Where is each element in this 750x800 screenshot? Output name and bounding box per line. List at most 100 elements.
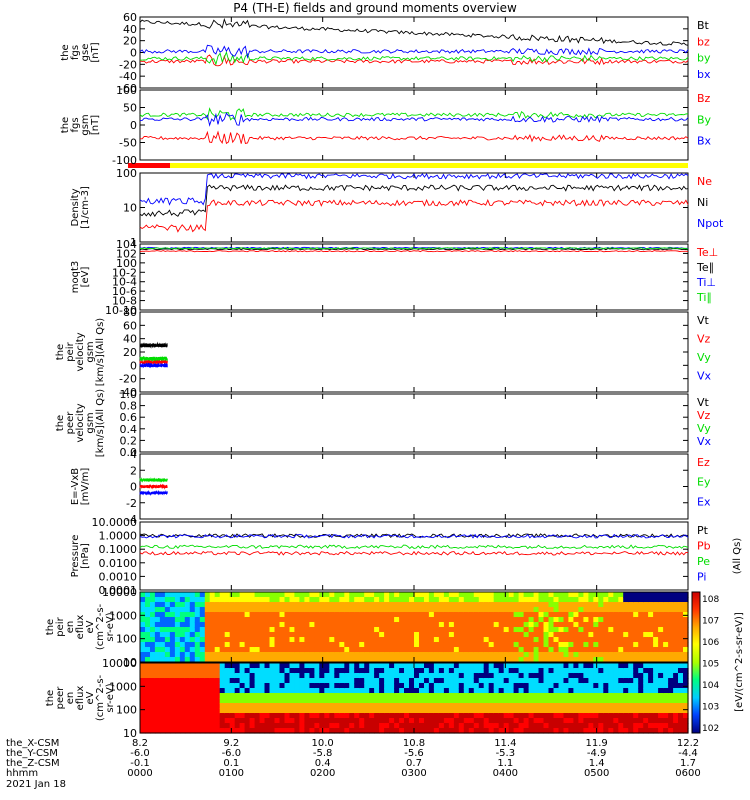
- y-tick-label: 104: [116, 238, 137, 251]
- series-Bx: [139, 112, 689, 127]
- legend-bz: bz: [697, 35, 710, 48]
- mode-bar-yellow: [170, 163, 688, 168]
- y-tick-label: -60: [119, 82, 137, 95]
- y-tick-label: 60: [123, 319, 137, 332]
- y-tick-label: 10: [123, 727, 137, 740]
- y-label-line: velocity: [75, 332, 86, 371]
- series-Ex: [139, 489, 168, 496]
- y-tick-label: 0.2: [120, 434, 138, 447]
- time-tick-label: -0.1: [130, 758, 150, 769]
- y-tick-label: -40: [119, 70, 137, 83]
- time-tick-label: 0500: [584, 768, 609, 779]
- series-Npot: [139, 172, 689, 206]
- y-label-line: Density: [70, 188, 81, 226]
- y-label-line: (cm^2-s-: [95, 674, 106, 721]
- time-tick-label: 0400: [493, 768, 518, 779]
- legend-Pi: Pi: [697, 571, 706, 584]
- y-tick-label: 102: [116, 247, 137, 260]
- time-tick-label: 0000: [127, 768, 152, 779]
- legend-Te∥: Te∥: [696, 261, 714, 274]
- colorbar-tick-label: 104: [702, 681, 719, 691]
- y-label-line: the: [60, 44, 71, 60]
- legend-Pe: Pe: [697, 555, 710, 568]
- y-tick-labels: 10000 1000 100 10: [102, 586, 688, 669]
- legend-Vt: Vt: [697, 314, 710, 327]
- time-row-label: the_Z-CSM: [6, 758, 60, 769]
- series-Pi: [139, 533, 689, 539]
- time-tick-label: 0.1: [223, 758, 239, 769]
- series-Ey: [139, 477, 168, 483]
- y-label-line: gsm: [80, 114, 91, 135]
- y-tick-label: -2: [126, 497, 137, 510]
- y-tick-label: -50: [119, 137, 137, 150]
- legend-Pb: Pb: [697, 540, 711, 553]
- y-tick-label: 0.0010: [99, 570, 138, 583]
- y-tick-label: 50: [123, 102, 137, 115]
- time-tick-label: 0.4: [315, 758, 331, 769]
- time-tick-label: -5.6: [404, 748, 424, 759]
- panel-density: 100 10 1 Density [1/cm-3] Ne Ni Npot: [70, 167, 724, 249]
- panel-peir-en-eflux: 10000 1000 100 10 the peir en eflux eV (cm^2-s-sr…: [45, 586, 689, 669]
- y-tick-labels: 4 2 0 -2 -4: [126, 448, 688, 526]
- series-Vy: [139, 355, 168, 362]
- series-bx: [139, 44, 689, 59]
- y-tick-label: 100: [116, 84, 137, 97]
- y-tick-label: 100: [116, 704, 137, 717]
- y-label-line: [mV/m]: [80, 468, 91, 506]
- y-tick-label: 10-10: [105, 304, 137, 317]
- y-tick-label: 10-6: [112, 285, 137, 298]
- y-tick-label: 20: [123, 346, 137, 359]
- y-label-line: eV: [85, 691, 96, 704]
- y-tick-label: 100: [116, 257, 137, 270]
- series-Pt: [139, 533, 689, 539]
- panel-frame: [139, 89, 689, 161]
- time-tick-label: 11.9: [586, 738, 608, 749]
- series-bz: [139, 54, 689, 67]
- y-label-line: peer: [55, 686, 66, 710]
- y-tick-label: 10-2: [112, 266, 137, 279]
- series-Bz: [139, 130, 689, 145]
- legend-Vz: Vz: [697, 409, 711, 422]
- time-tick-label: 0200: [310, 768, 335, 779]
- y-tick-label: -20: [119, 58, 137, 71]
- y-axis-label: Pressure [nPa]: [70, 535, 91, 578]
- y-axis-label: E=-VxB [mV/m]: [70, 468, 91, 506]
- colorbar-label: [eV/(cm^2-s-sr-eV)]: [734, 612, 745, 712]
- colorbar-tick-label: 107: [702, 617, 719, 627]
- y-tick-label: 4: [130, 448, 137, 461]
- y-label-line: [eV]: [80, 267, 91, 288]
- y-label-line: the: [60, 117, 71, 133]
- y-tick-label: 40: [123, 333, 137, 346]
- panel-frame: [139, 393, 689, 453]
- y-label-line: sr-eV): [105, 612, 116, 641]
- y-tick-label: 0.1000: [99, 543, 138, 556]
- time-tick-label: 12.2: [677, 738, 699, 749]
- colorbar-tick-label: 103: [702, 703, 719, 713]
- y-axis-label: the peer en eflux eV (cm^2-s-sr-eV): [45, 674, 116, 721]
- time-tick-label: 0100: [219, 768, 244, 779]
- y-label-line: peir: [65, 341, 76, 361]
- series-Bt: [139, 17, 689, 46]
- panel-frame: [139, 521, 689, 591]
- y-tick-label: -4: [126, 513, 137, 526]
- y-label-line: fgs: [70, 45, 81, 60]
- time-tick-label: -4.9: [587, 748, 607, 759]
- legend-Bz: Bz: [697, 92, 711, 105]
- y-label-line: eflux: [75, 615, 86, 640]
- y-axis-label: Density [1/cm-3]: [70, 186, 91, 229]
- legend-Ey: Ey: [697, 476, 711, 489]
- y-tick-label: 100: [116, 633, 137, 646]
- y-tick-label: 1: [130, 236, 137, 249]
- mode-bar-red: [128, 163, 170, 168]
- y-tick-label: 0.6: [120, 411, 138, 424]
- series-Ti∥: [140, 247, 689, 250]
- y-tick-label: 1000: [109, 609, 137, 622]
- time-tick-label: 1.4: [589, 758, 605, 769]
- y-tick-labels: 1.00.80.60.40.20.0: [120, 388, 688, 459]
- legend-Vt: Vt: [697, 396, 710, 409]
- y-tick-label: 2: [130, 464, 137, 477]
- colorbar-tick-label: 108: [702, 595, 719, 605]
